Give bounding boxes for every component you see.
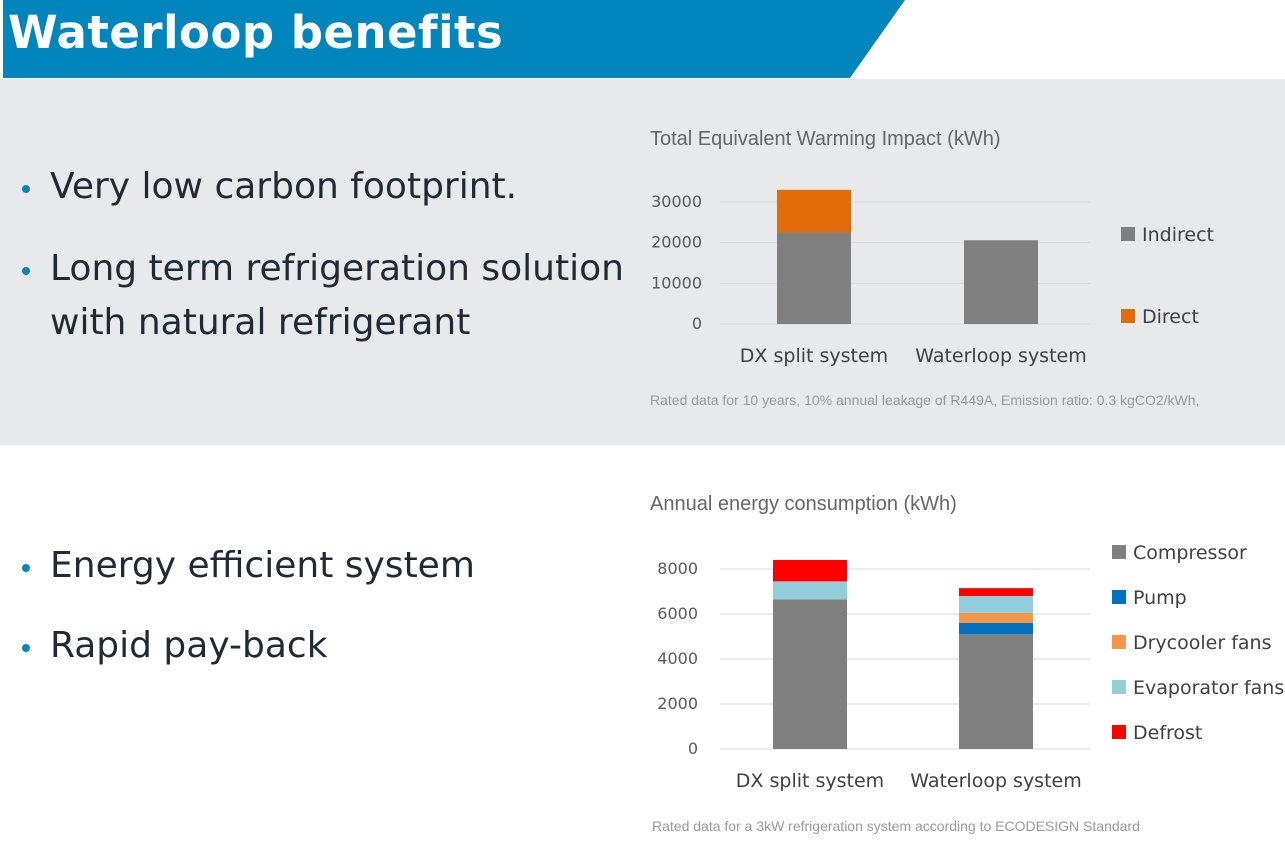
chart1-svg: 0 10000 20000 30000 DX split system Waterloop… [651, 189, 1214, 367]
title-banner [0, 0, 905, 78]
bullet-text: Rapid pay-back [50, 625, 328, 666]
bar-segment-indirect [964, 240, 1038, 324]
legend-swatch [1112, 680, 1126, 694]
legend-label: Indirect [1142, 224, 1214, 246]
bar-segment-direct [777, 189, 851, 233]
y-tick-label: 20000 [651, 233, 702, 252]
bar-segment-defrost [959, 588, 1033, 596]
y-tick-label: 4000 [657, 649, 698, 668]
legend-swatch [1112, 590, 1126, 604]
bar-segment-compressor [959, 634, 1033, 749]
y-tick-label: 0 [692, 314, 702, 333]
legend-label: Defrost [1133, 722, 1202, 744]
y-tick-label: 30000 [651, 192, 702, 211]
legend-swatch [1121, 309, 1135, 323]
bullet-text: Energy efficient system [50, 545, 475, 586]
bullet-dot-icon [22, 564, 30, 572]
bullet-rapid-payback: Rapid pay-back [22, 619, 328, 673]
legend-swatch [1112, 545, 1126, 559]
chart2-footnote: Rated data for a 3kW refrigeration syste… [652, 818, 1140, 834]
bar-segment-defrost [773, 560, 847, 582]
chart1-title: Total Equivalent Warming Impact (kWh) [650, 128, 1001, 150]
x-category-label: DX split system [740, 345, 888, 367]
bullet-dot-icon [22, 644, 30, 652]
legend-label: Drycooler fans [1133, 632, 1271, 654]
bullet-dot-icon [22, 185, 30, 193]
legend-swatch [1112, 725, 1126, 739]
y-tick-label: 6000 [657, 604, 698, 623]
legend-label: Compressor [1133, 542, 1247, 564]
bullet-text: Very low carbon footprint. [50, 166, 518, 207]
legend-label: Pump [1133, 587, 1187, 609]
title-banner-edge [0, 0, 3, 78]
y-tick-label: 2000 [657, 694, 698, 713]
x-category-label: Waterloop system [910, 770, 1081, 792]
legend-swatch [1112, 635, 1126, 649]
legend-label: Direct [1142, 306, 1199, 328]
x-category-label: Waterloop system [915, 345, 1086, 367]
bar-segment-drycooler-fans [959, 612, 1033, 623]
bullet-text: Long term refrigeration solution [50, 248, 624, 289]
y-tick-label: 10000 [651, 273, 702, 292]
legend-swatch [1121, 227, 1135, 241]
bullet-text-continuation: with natural refrigerant [50, 302, 471, 343]
bullet-carbon-footprint: Very low carbon footprint. [22, 160, 517, 214]
bar-segment-compressor [773, 599, 847, 749]
chart2-svg: 0 2000 4000 6000 8000 DX split system Waterloo… [657, 542, 1284, 792]
bar-segment-pump [959, 623, 1033, 635]
y-tick-label: 0 [688, 739, 698, 758]
chart1-footnote: Rated data for 10 years, 10% annual leak… [650, 392, 1200, 408]
bar-segment-evaporator-fans [773, 581, 847, 600]
y-tick-label: 8000 [657, 559, 698, 578]
chart2-title: Annual energy consumption (kWh) [650, 493, 957, 515]
bullet-dot-icon [22, 267, 30, 275]
bar-segment-indirect [777, 232, 851, 324]
top-section-background [0, 79, 1285, 445]
bullet-energy-efficient: Energy efficient system [22, 539, 475, 593]
legend-label: Evaporator fans [1133, 677, 1284, 699]
bar-segment-evaporator-fans [959, 596, 1033, 613]
page-title: Waterloop benefits [8, 6, 504, 59]
x-category-label: DX split system [736, 770, 884, 792]
bullet-long-term-solution: Long term refrigeration solution with na… [22, 242, 624, 350]
